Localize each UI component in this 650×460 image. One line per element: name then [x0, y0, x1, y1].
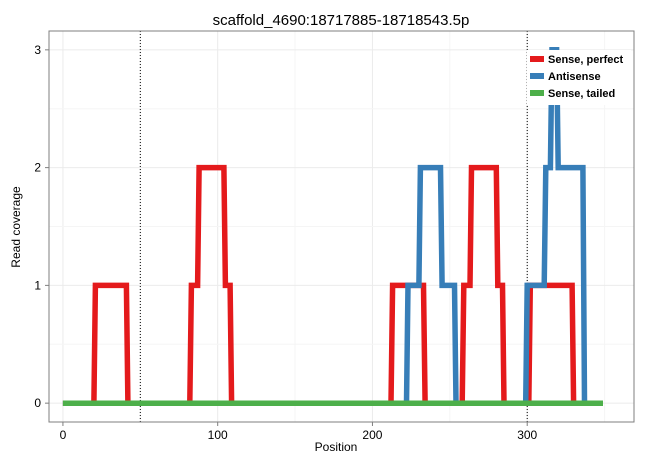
series-line-antisense [62, 47, 603, 406]
y-tick-label: 0 [34, 396, 41, 410]
legend-swatch [530, 56, 544, 62]
legend-label: Antisense [548, 71, 601, 83]
plot-border [48, 30, 635, 423]
y-tick-label: 3 [34, 43, 41, 57]
reference-lines [139, 31, 528, 422]
x-tick-label: 0 [60, 428, 67, 442]
x-tick-label: 100 [208, 428, 228, 442]
legend: Sense, perfect Antisense Sense, tailed [527, 50, 631, 105]
legend-box [527, 50, 631, 105]
x-tick-label: 300 [517, 428, 537, 442]
legend-label: Sense, tailed [548, 88, 615, 100]
legend-swatch [530, 90, 544, 96]
y-tick-label: 2 [34, 161, 41, 175]
axis-ticks: 0 100 200 300 0 1 2 3 [34, 43, 537, 442]
series-lines [62, 47, 603, 406]
y-tick-label: 1 [34, 278, 41, 292]
legend-label: Sense, perfect [548, 54, 624, 66]
chart-title: scaffold_4690:18717885-18718543.5p [213, 12, 470, 29]
x-axis-label: Position [315, 440, 358, 454]
x-tick-label: 200 [362, 428, 382, 442]
y-axis-label: Read coverage [9, 186, 23, 268]
legend-swatch [530, 73, 544, 79]
